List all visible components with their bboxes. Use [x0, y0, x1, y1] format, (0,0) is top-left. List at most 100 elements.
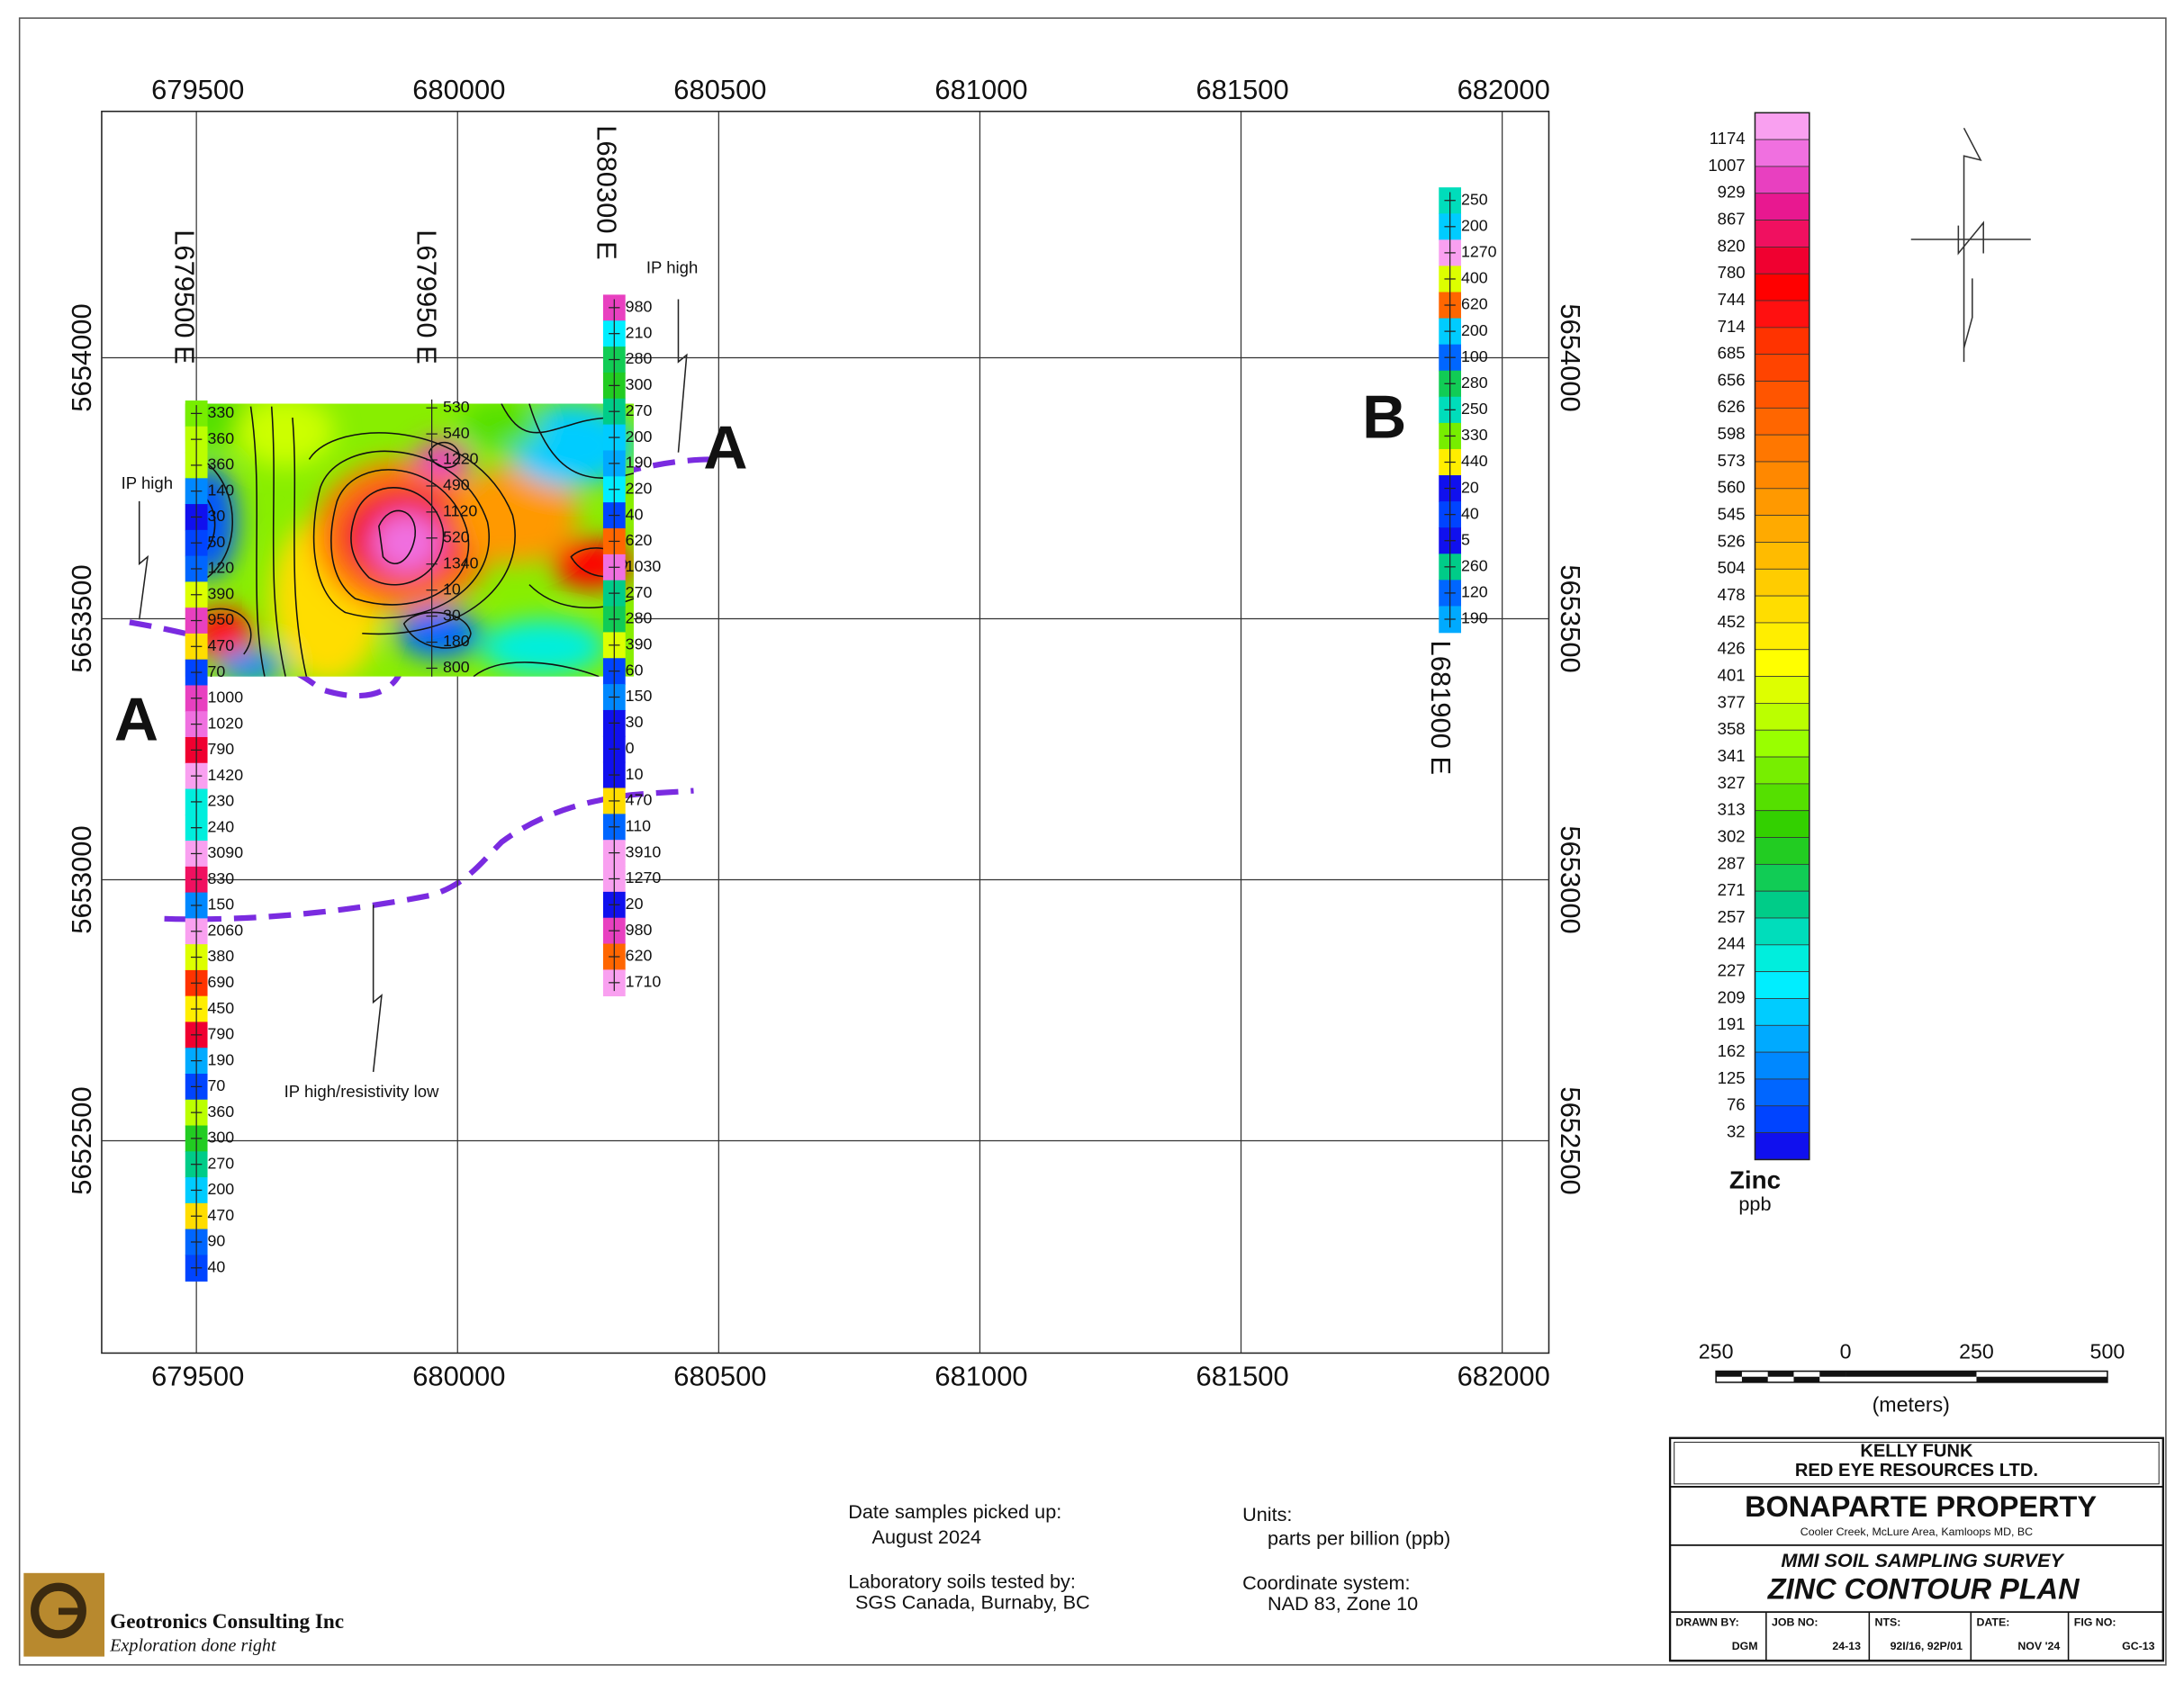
easting-label: 680000 — [412, 74, 505, 105]
logo — [23, 1572, 105, 1657]
legend-label: 125 — [1718, 1068, 1746, 1087]
legend-label: 32 — [1727, 1122, 1746, 1141]
line-label: L681900 E — [1425, 640, 1457, 775]
easting-label: 680500 — [673, 1360, 766, 1391]
location: Cooler Creek, McLure Area, Kamloops MD, … — [1800, 1526, 2033, 1538]
sample-value: 390 — [208, 584, 235, 602]
scale-segment — [1976, 1376, 2107, 1382]
note: Coordinate system: — [1242, 1571, 1410, 1594]
legend-label: 271 — [1718, 880, 1746, 899]
legend-label: 377 — [1718, 692, 1746, 711]
sample-value: 1270 — [1461, 243, 1497, 261]
sample-value: 220 — [626, 479, 653, 497]
sample-value: 980 — [626, 921, 653, 939]
sample-value: 330 — [1461, 426, 1488, 444]
legend-cell — [1755, 676, 1810, 704]
easting-label: 681000 — [934, 1360, 1027, 1391]
easting-label: 681500 — [1196, 1360, 1288, 1391]
legend-cell — [1755, 354, 1810, 382]
legend-label: 313 — [1718, 800, 1746, 819]
legend-cell — [1755, 783, 1810, 812]
sample-value: 100 — [1461, 347, 1488, 365]
scale-segment — [1741, 1376, 1768, 1382]
northing-label: 5652500 — [1555, 1086, 1586, 1194]
sample-value: 20 — [626, 895, 644, 913]
sample-value: 330 — [208, 403, 235, 421]
legend-cell — [1755, 381, 1810, 409]
legend-label: 598 — [1718, 424, 1746, 443]
easting-label: 682000 — [1458, 74, 1550, 105]
sample-value: 1270 — [626, 868, 662, 886]
legend-cell — [1755, 300, 1810, 328]
sample-value: 3090 — [208, 843, 244, 861]
legend-label: 744 — [1718, 290, 1746, 309]
sample-value: 200 — [1461, 321, 1488, 339]
sample-value: 30 — [443, 606, 461, 624]
legend-cell — [1755, 166, 1810, 194]
field-label: NTS: — [1875, 1616, 1901, 1629]
northing-label: 5654000 — [1555, 303, 1586, 411]
sample-value: 50 — [208, 533, 226, 551]
sample-value: 440 — [1461, 452, 1488, 470]
legend-label: 162 — [1718, 1041, 1746, 1060]
northing-label: 5654000 — [66, 303, 97, 411]
sample-value: 1220 — [443, 450, 479, 468]
scale-segment — [1846, 1371, 1977, 1377]
field-value: 24-13 — [1832, 1640, 1861, 1652]
legend-label: 244 — [1718, 934, 1746, 953]
sample-value: 200 — [626, 428, 653, 446]
sample-value: 10 — [626, 765, 644, 783]
legend-cell — [1755, 461, 1810, 490]
sample-value: 270 — [626, 401, 653, 419]
easting-label: 680000 — [412, 1360, 505, 1391]
scale-segment — [1819, 1371, 1846, 1377]
sample-value: 360 — [208, 429, 235, 447]
legend-label: 867 — [1718, 209, 1746, 228]
sample-value: 20 — [1461, 478, 1479, 496]
easting-label: 679500 — [151, 1360, 244, 1391]
survey: MMI SOIL SAMPLING SURVEY — [1781, 1549, 2065, 1571]
sample-value: 490 — [443, 476, 470, 494]
legend-cell — [1755, 971, 1810, 999]
legend-cell — [1755, 837, 1810, 865]
annotation-arrows — [138, 299, 688, 1073]
sample-value: 360 — [208, 1102, 235, 1120]
legend-label: 656 — [1718, 370, 1746, 389]
legend-cell — [1755, 863, 1810, 892]
sample-value: 1420 — [208, 766, 244, 784]
legend-cell — [1755, 1051, 1810, 1080]
legend-cell — [1755, 220, 1810, 248]
sample-value: 270 — [208, 1154, 235, 1172]
legend-cell — [1755, 1024, 1810, 1053]
northing-label: 5653000 — [66, 825, 97, 933]
legend-cell — [1755, 595, 1810, 624]
contour-raster — [185, 403, 634, 677]
sample-value: 800 — [443, 658, 470, 676]
sheet-border — [18, 17, 2167, 1666]
legend-cell — [1755, 756, 1810, 785]
legend-cell — [1755, 139, 1810, 167]
northing-label: 5653500 — [1555, 564, 1586, 672]
note: August 2024 — [872, 1526, 982, 1548]
sample-value: 40 — [1461, 504, 1479, 522]
northing-label: 5652500 — [66, 1086, 97, 1194]
sample-value: 1020 — [208, 714, 244, 732]
sample-value: 1710 — [626, 973, 662, 991]
sample-value: 180 — [443, 632, 470, 650]
sample-value: 450 — [208, 999, 235, 1017]
client: KELLY FUNK — [1860, 1442, 1973, 1462]
sample-value: 2060 — [208, 921, 244, 939]
legend-label: 929 — [1718, 183, 1746, 202]
legend-label: 401 — [1718, 666, 1746, 685]
legend-label: 820 — [1718, 236, 1746, 255]
sample-value: 240 — [208, 817, 235, 835]
sample-value: 830 — [208, 869, 235, 887]
sample-value: 380 — [208, 947, 235, 965]
section-label: B — [1362, 383, 1406, 452]
sample-value: 470 — [626, 791, 653, 809]
map-frame — [101, 110, 1550, 1354]
sample-value: 120 — [208, 559, 235, 577]
sample-value: 260 — [1461, 557, 1488, 575]
scale-segment — [1793, 1376, 1820, 1382]
legend-cell — [1755, 944, 1810, 973]
